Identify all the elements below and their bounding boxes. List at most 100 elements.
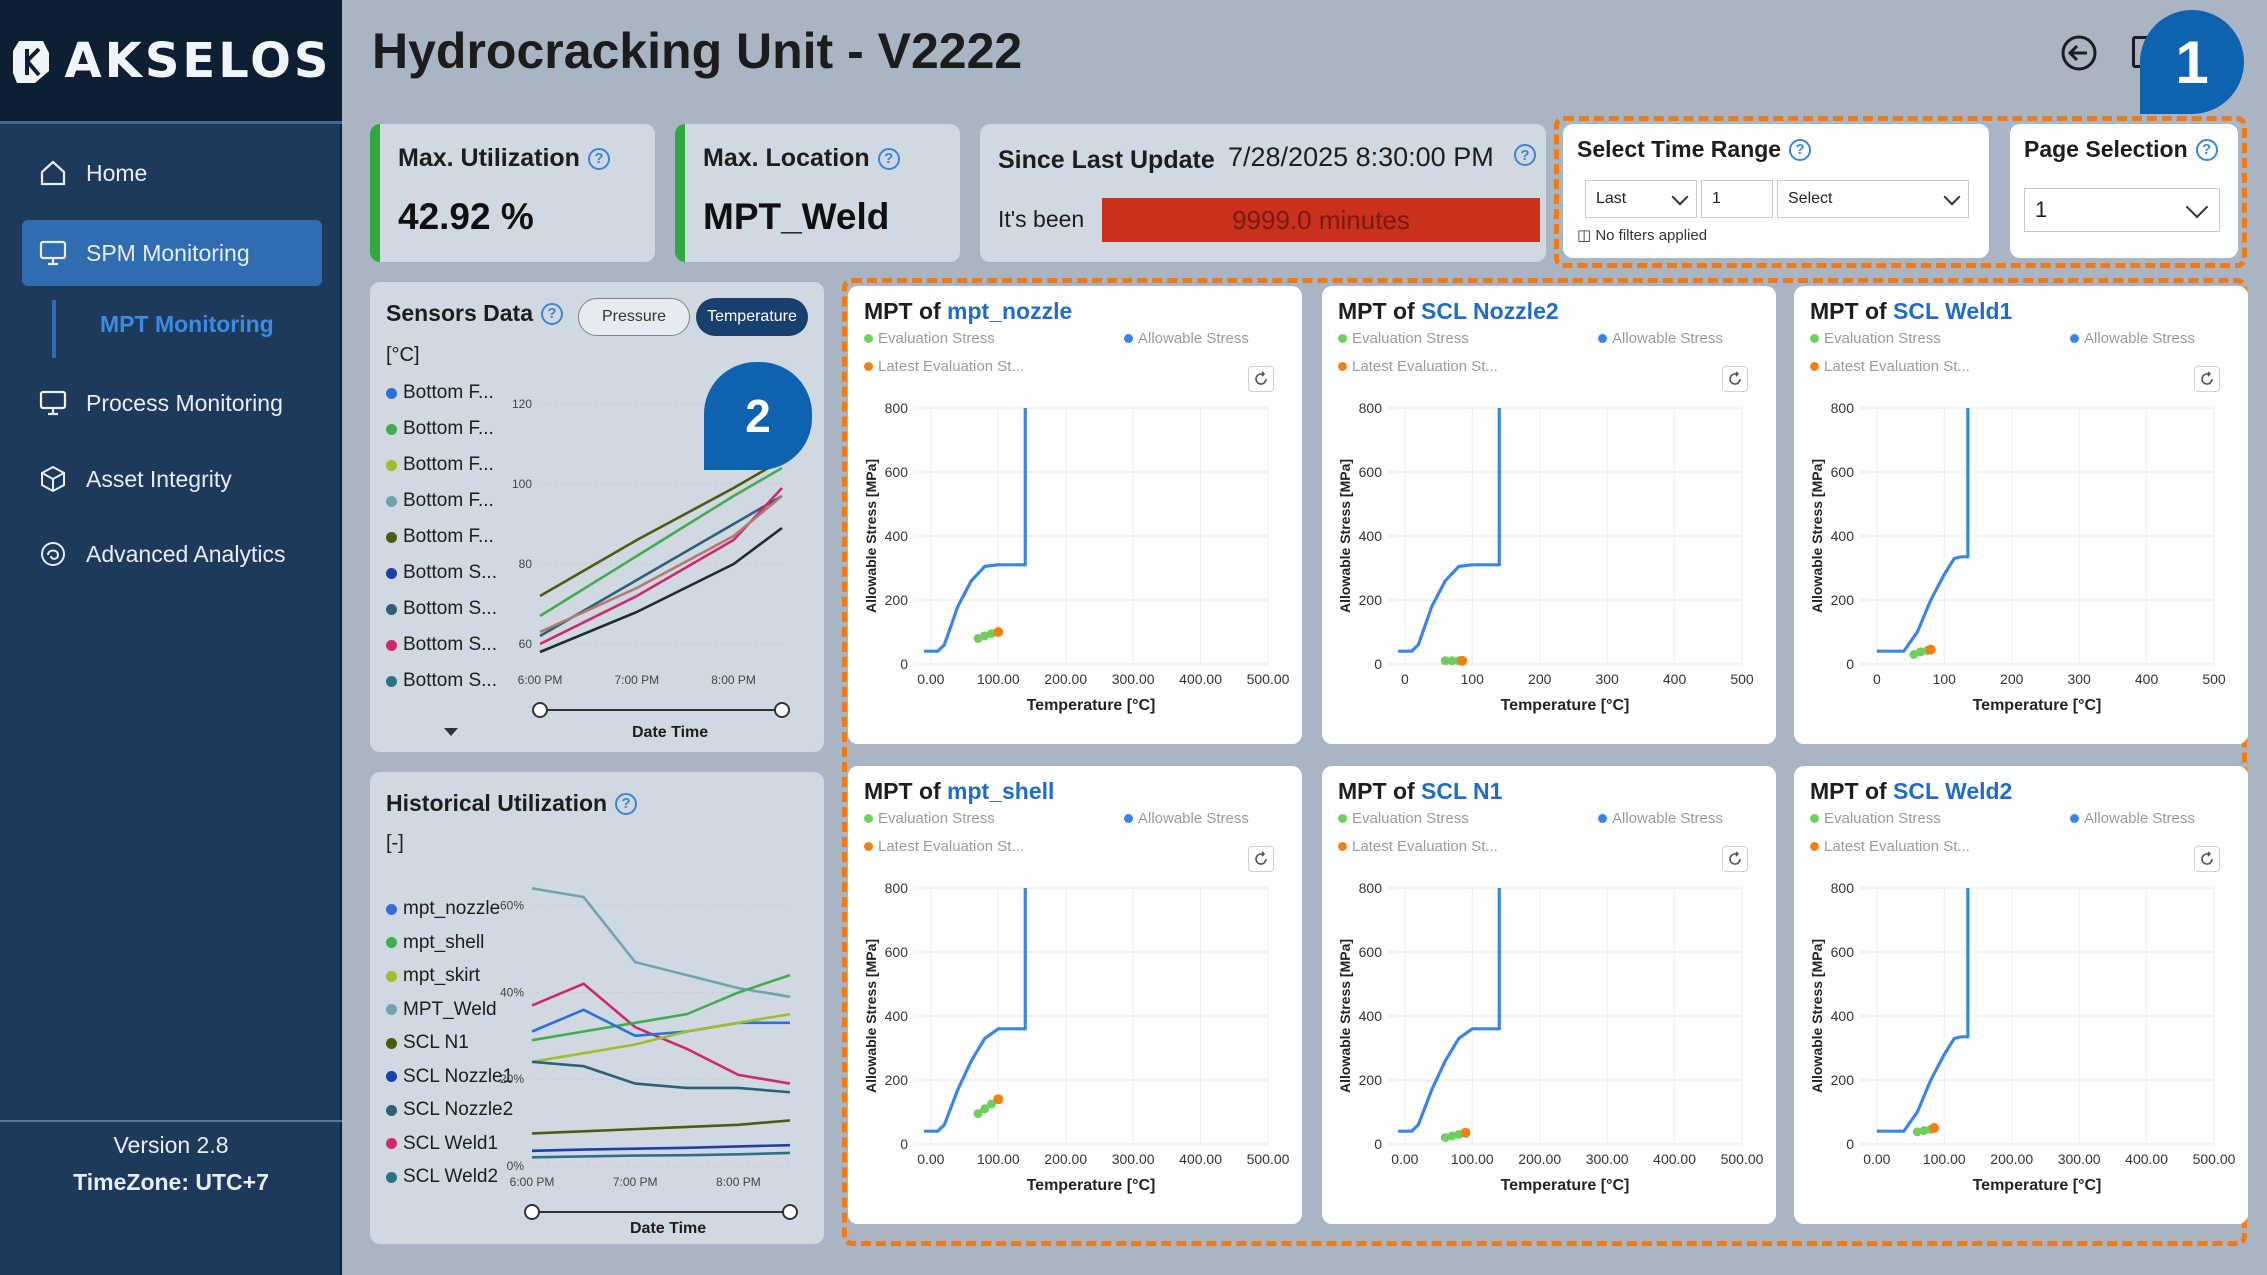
legend-item[interactable]: mpt_shell (386, 932, 484, 954)
legend-item[interactable]: mpt_nozzle (386, 898, 500, 920)
sensors-line-chart: 60 80 100 120 6:00 PM 7:00 PM 8:00 PM (512, 397, 790, 718)
legend-item[interactable]: mpt_skirt (386, 965, 480, 987)
reset-zoom-button[interactable] (2194, 366, 2220, 392)
legend-label: MPT_Weld (403, 998, 497, 1020)
legend-evaluation-stress[interactable]: Evaluation Stress (1338, 810, 1469, 827)
kpi-title-text: Max. Utilization (398, 144, 580, 172)
legend-item[interactable]: Bottom F... (386, 526, 494, 548)
range-slider-handle[interactable] (774, 702, 790, 718)
legend-latest-evaluation[interactable]: Latest Evaluation St... (864, 838, 1024, 855)
sidebar-item-process-monitoring[interactable]: Process Monitoring (22, 370, 322, 436)
legend-item[interactable]: SCL Weld1 (386, 1133, 498, 1155)
legend-item[interactable]: Bottom F... (386, 418, 494, 440)
help-icon[interactable]: ? (877, 147, 900, 170)
help-icon[interactable]: ? (1789, 138, 1812, 161)
legend-item[interactable]: SCL Nozzle2 (386, 1099, 513, 1121)
reset-zoom-button[interactable] (1248, 366, 1274, 392)
help-icon[interactable]: ? (2195, 138, 2218, 161)
legend-evaluation-stress[interactable]: Evaluation Stress (864, 810, 995, 827)
pressure-tab[interactable]: Pressure (578, 298, 690, 336)
sidebar-subitem-mpt-monitoring[interactable]: MPT Monitoring (100, 311, 274, 337)
help-icon[interactable]: ? (541, 302, 564, 325)
legend-item[interactable]: SCL Weld2 (386, 1166, 498, 1188)
legend-latest-evaluation[interactable]: Latest Evaluation St... (864, 358, 1024, 375)
legend-scroll-down-icon[interactable] (444, 728, 458, 736)
legend-allowable-stress[interactable]: Allowable Stress (1598, 330, 1723, 347)
mpt-chart: 0 200 400 600 800 0.00 100.00 200.00 300.00 400.0… (1337, 880, 1764, 1194)
x-tick-label: 500 (2202, 671, 2226, 687)
help-icon[interactable]: ? (587, 147, 610, 170)
allowable-stress-line (924, 888, 1027, 1133)
range-slider-handle[interactable] (782, 1204, 798, 1220)
y-tick-label: 800 (1831, 880, 1855, 896)
help-icon[interactable]: ? (615, 792, 638, 815)
legend-item[interactable]: Bottom F... (386, 490, 494, 512)
y-axis-title: Allowable Stress [MPa] (1809, 939, 1825, 1093)
legend-item[interactable]: SCL Nozzle1 (386, 1066, 513, 1088)
legend-dot (2070, 334, 2079, 343)
sidebar-item-asset-integrity[interactable]: Asset Integrity (22, 446, 322, 512)
mpt-charts-highlight (842, 278, 2247, 1246)
reset-zoom-button[interactable] (2194, 846, 2220, 872)
legend-latest-evaluation[interactable]: Latest Evaluation St... (1810, 838, 1970, 855)
help-icon[interactable]: ? (1514, 144, 1536, 166)
temperature-tab[interactable]: Temperature (696, 298, 808, 336)
legend-allowable-stress[interactable]: Allowable Stress (1124, 330, 1249, 347)
legend-item[interactable]: Bottom S... (386, 634, 497, 656)
legend-latest-evaluation[interactable]: Latest Evaluation St... (1810, 358, 1970, 375)
legend-item[interactable]: Bottom S... (386, 670, 497, 692)
mpt-chart: 0 200 400 600 800 0 100 200 300 400 500 Allowable S… (1809, 400, 2226, 714)
legend-item[interactable]: Bottom F... (386, 382, 494, 404)
time-range-count-input[interactable]: 1 (1701, 180, 1773, 218)
time-range-unit-select[interactable]: Select (1777, 180, 1969, 218)
legend-dot (386, 531, 397, 543)
legend-item[interactable]: Bottom F... (386, 454, 494, 476)
legend-label: Allowable Stress (1138, 330, 1249, 347)
legend-item[interactable]: Bottom S... (386, 598, 497, 620)
legend-allowable-stress[interactable]: Allowable Stress (1124, 810, 1249, 827)
legend-allowable-stress[interactable]: Allowable Stress (2070, 330, 2195, 347)
sidebar-item-home[interactable]: Home (22, 140, 322, 206)
legend-evaluation-stress[interactable]: Evaluation Stress (1810, 810, 1941, 827)
legend-evaluation-stress[interactable]: Evaluation Stress (1810, 330, 1941, 347)
y-tick-label: 600 (885, 464, 909, 480)
y-axis-title: Allowable Stress [MPa] (1809, 459, 1825, 613)
page-selection-select[interactable]: 1 (2024, 188, 2220, 232)
y-tick-label: 80 (519, 557, 533, 571)
legend-label: Evaluation Stress (1352, 810, 1469, 827)
time-range-mode-select[interactable]: Last (1585, 180, 1697, 218)
legend-item[interactable]: SCL N1 (386, 1032, 469, 1054)
cube-icon (41, 465, 65, 493)
legend-label: Bottom S... (403, 670, 497, 691)
refresh-icon (2201, 371, 2213, 385)
monitor-icon (39, 240, 67, 266)
legend-dot (1810, 362, 1819, 371)
legend-latest-evaluation[interactable]: Latest Evaluation St... (1338, 838, 1498, 855)
reset-zoom-button[interactable] (1722, 846, 1748, 872)
legend-label: Bottom S... (403, 562, 497, 583)
reset-zoom-button[interactable] (1722, 366, 1748, 392)
mpt-chart-title: MPT of mpt_nozzle (864, 298, 1072, 325)
range-slider-handle[interactable] (532, 702, 548, 718)
y-tick-label: 0 (1846, 656, 1854, 672)
legend-allowable-stress[interactable]: Allowable Stress (1598, 810, 1723, 827)
range-slider-handle[interactable] (524, 1204, 540, 1220)
panel-title: Sensors Data? (386, 300, 564, 327)
analytics-icon (41, 542, 65, 566)
mpt-prefix: MPT of (1810, 298, 1887, 324)
legend-allowable-stress[interactable]: Allowable Stress (2070, 810, 2195, 827)
sidebar-item-spm-monitoring[interactable]: SPM Monitoring (22, 220, 322, 286)
x-tick-label: 400.00 (1653, 1151, 1696, 1167)
back-arrow-icon[interactable] (2060, 34, 2098, 72)
legend-item[interactable]: MPT_Weld (386, 999, 497, 1021)
legend-evaluation-stress[interactable]: Evaluation Stress (1338, 330, 1469, 347)
reset-zoom-button[interactable] (1248, 846, 1274, 872)
kpi-title-text: Max. Location (703, 144, 870, 172)
legend-latest-evaluation[interactable]: Latest Evaluation St... (1338, 358, 1498, 375)
legend-evaluation-stress[interactable]: Evaluation Stress (864, 330, 995, 347)
legend-dot (2070, 814, 2079, 823)
sidebar-item-advanced-analytics[interactable]: Advanced Analytics (22, 521, 322, 587)
legend-item[interactable]: Bottom S... (386, 562, 497, 584)
series-line (531, 1143, 791, 1153)
brand-logo[interactable]: AKSELOS (0, 0, 342, 124)
